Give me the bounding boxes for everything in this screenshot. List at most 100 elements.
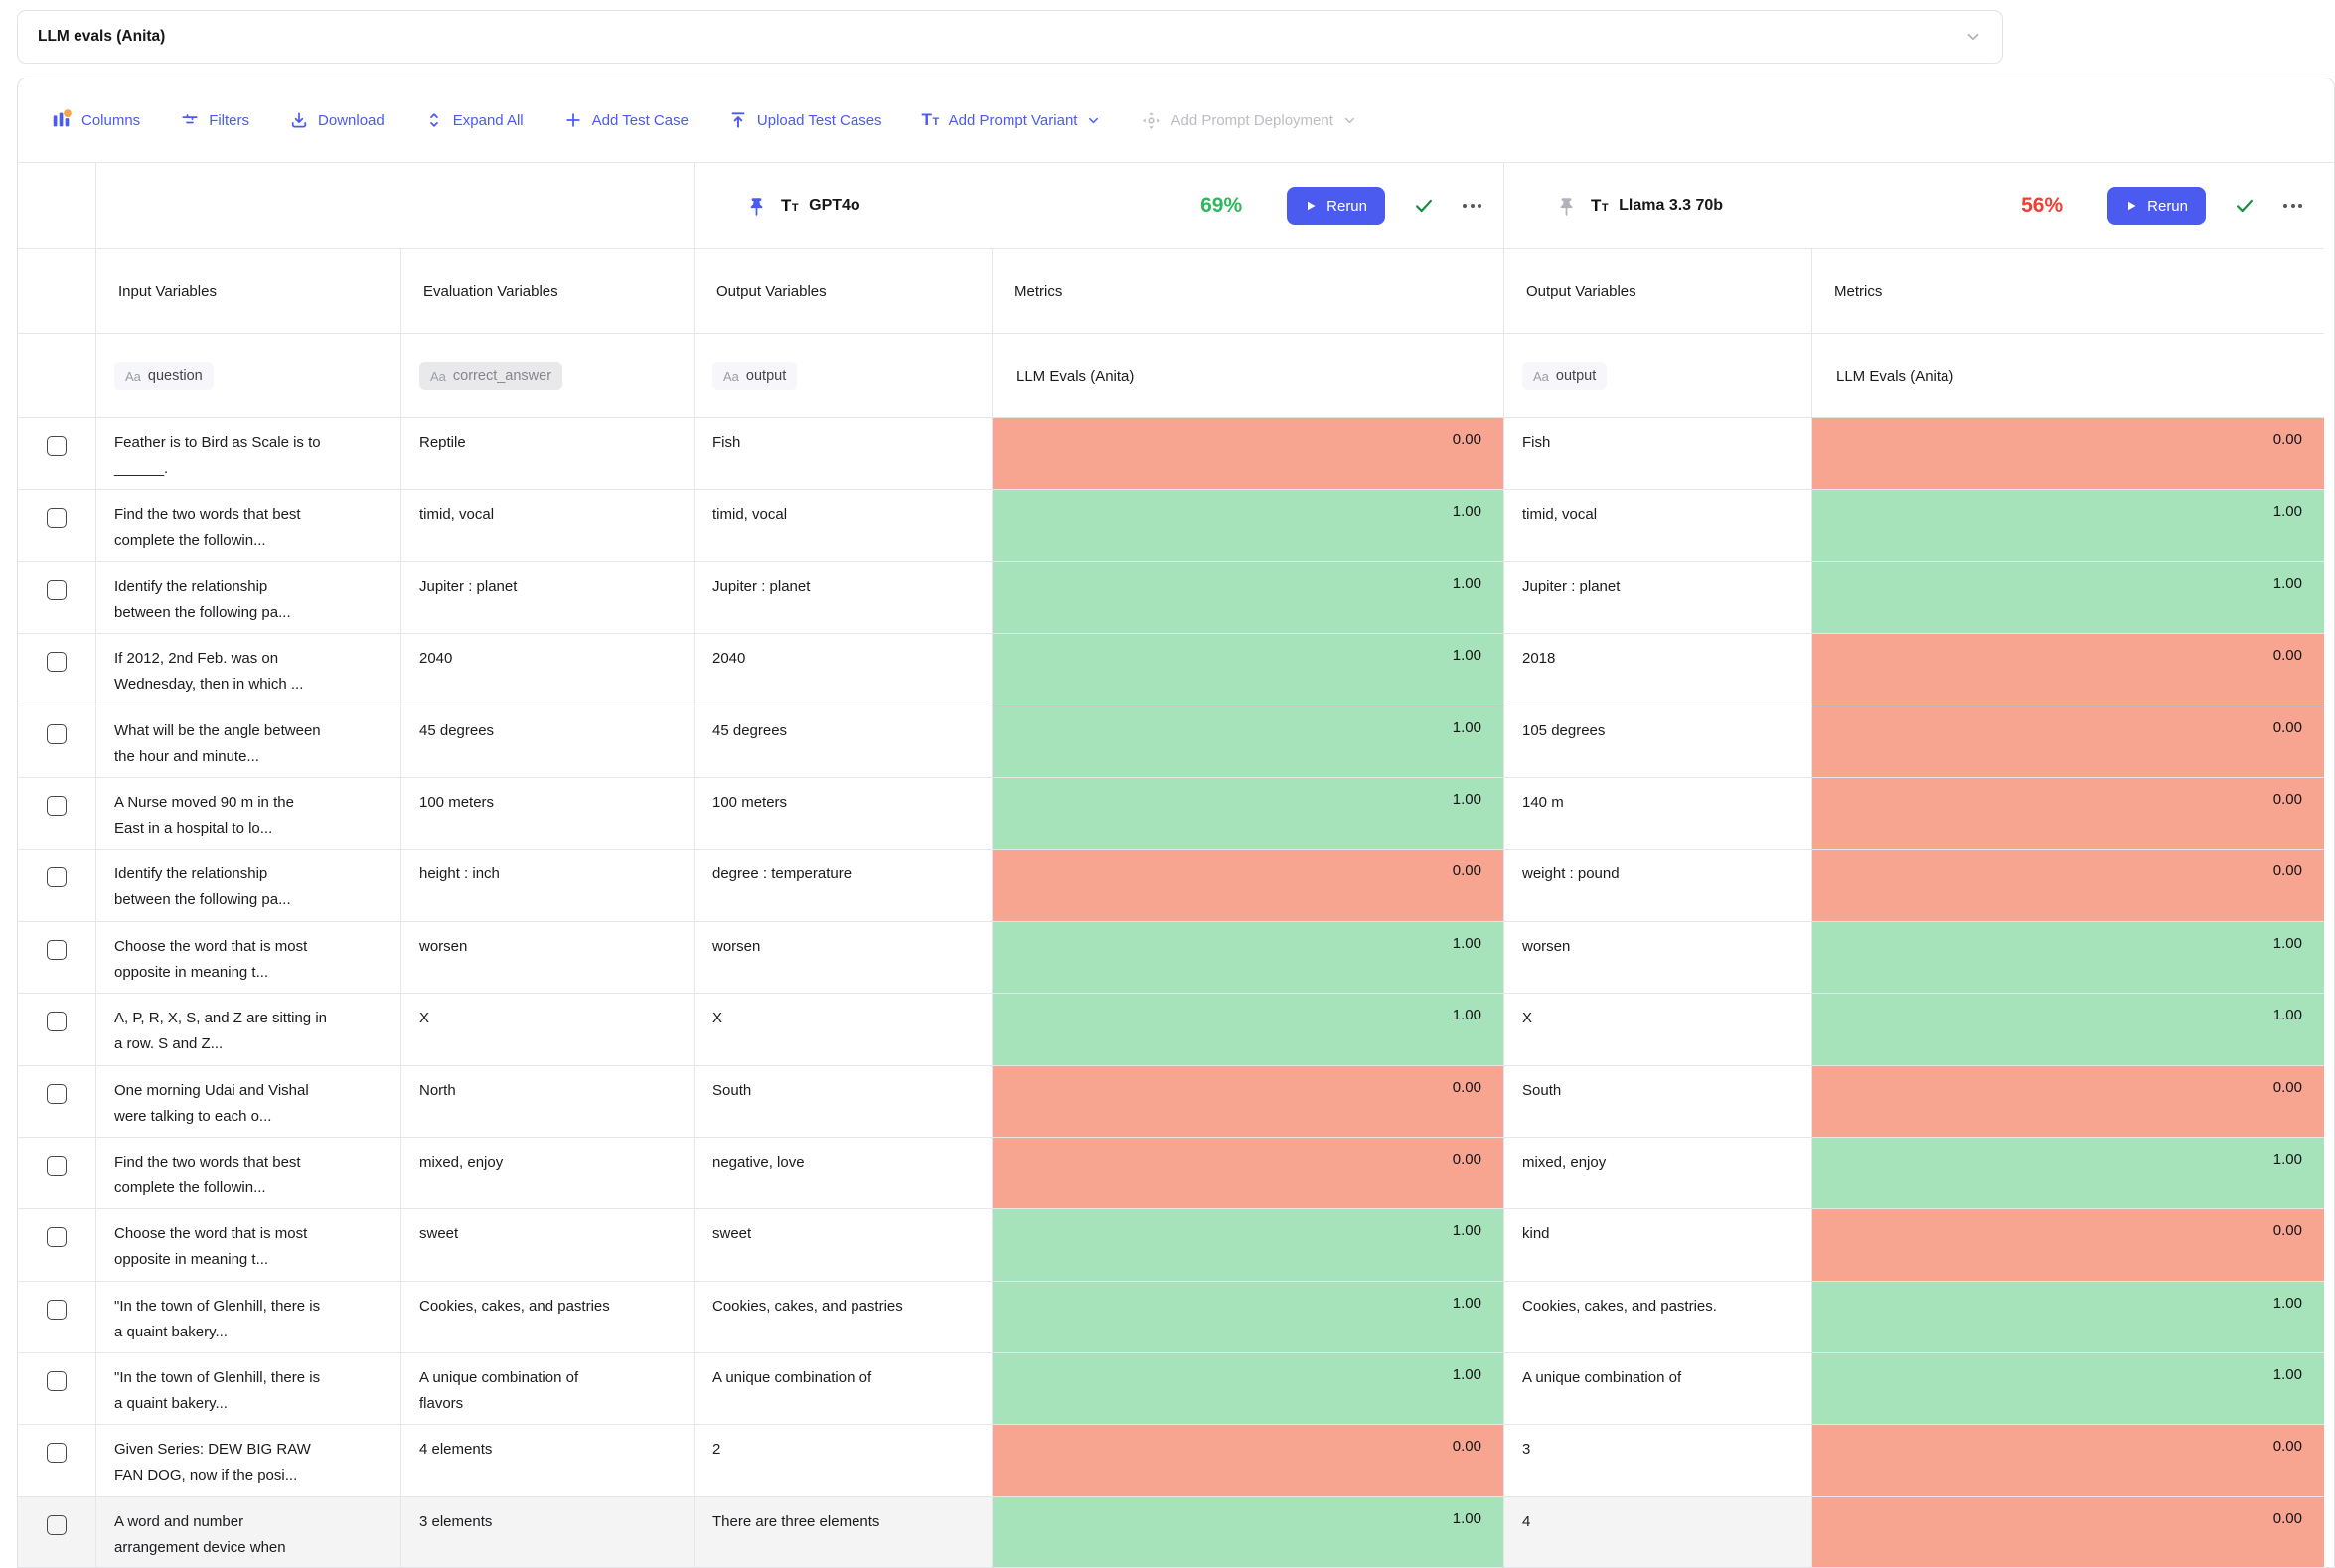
add-prompt-variant-button[interactable]: TT Add Prompt Variant xyxy=(922,110,1102,130)
cell-correct-answer: North xyxy=(400,1065,694,1137)
cell-output-llama: 4 xyxy=(1503,1496,1811,1567)
cell-output-gpt4o: worsen xyxy=(694,921,992,994)
cell-metric-llama: 1.00 xyxy=(1811,994,2324,1065)
field-tag-correct-answer[interactable]: Aa correct_answer xyxy=(419,362,563,390)
cell-question: "In the town of Glenhill, there is a qua… xyxy=(95,1281,400,1353)
row-checkbox[interactable] xyxy=(47,723,67,744)
eval-set-select[interactable]: LLM evals (Anita) xyxy=(17,10,2003,64)
row-checkbox[interactable] xyxy=(47,1371,67,1392)
filters-button[interactable]: Filters xyxy=(180,110,249,130)
header-metrics-gpt4o: Metrics xyxy=(992,249,1503,333)
row-checkbox[interactable] xyxy=(47,795,67,816)
table-row: A word and number arrangement device whe… xyxy=(18,1496,2324,1567)
row-checkbox[interactable] xyxy=(47,508,67,529)
more-options-icon[interactable] xyxy=(1463,204,1481,208)
cell-metric-llama: 0.00 xyxy=(1811,777,2324,850)
row-select-cell xyxy=(18,778,95,849)
upload-test-cases-label: Upload Test Cases xyxy=(756,111,882,129)
rerun-button-gpt4o[interactable]: Rerun xyxy=(1287,187,1385,225)
row-select-cell xyxy=(18,850,95,920)
field-tag-output[interactable]: Aa output xyxy=(1522,362,1608,390)
row-checkbox[interactable] xyxy=(47,1012,67,1032)
download-button[interactable]: Download xyxy=(289,110,385,130)
field-tag-output[interactable]: Aa output xyxy=(712,362,798,390)
row-select-cell xyxy=(18,706,95,777)
row-checkbox[interactable] xyxy=(47,939,67,960)
model-name: GPT4o xyxy=(809,197,860,214)
column-header-row: Input Variables Evaluation Variables Out… xyxy=(18,249,2324,334)
pin-icon[interactable] xyxy=(746,196,767,217)
cell-output-gpt4o: timid, vocal xyxy=(694,490,992,561)
model-score: 56% xyxy=(2021,194,2064,217)
row-checkbox[interactable] xyxy=(47,1083,67,1104)
field-question-cell: Aa question xyxy=(95,334,400,417)
cell-output-llama: X xyxy=(1503,994,1811,1065)
cell-output-gpt4o: 2 xyxy=(694,1425,992,1496)
header-metrics-llama: Metrics xyxy=(1811,249,2324,333)
cell-output-gpt4o: sweet xyxy=(694,1209,992,1281)
cell-metric-gpt4o: 1.00 xyxy=(992,994,1503,1065)
cell-question: Choose the word that is most opposite in… xyxy=(95,1209,400,1281)
upload-test-cases-button[interactable]: Upload Test Cases xyxy=(728,110,882,130)
cell-correct-answer: worsen xyxy=(400,921,694,994)
rerun-button-llama[interactable]: Rerun xyxy=(2107,187,2206,225)
field-tag-question[interactable]: Aa question xyxy=(114,362,214,390)
cell-question: A word and number arrangement device whe… xyxy=(95,1496,400,1567)
cell-output-gpt4o: negative, love xyxy=(694,1137,992,1209)
cell-metric-gpt4o: 0.00 xyxy=(992,1065,1503,1137)
cell-output-gpt4o: X xyxy=(694,994,992,1065)
field-tag-label: correct_answer xyxy=(452,368,552,384)
cell-metric-llama: 0.00 xyxy=(1811,1209,2324,1281)
columns-button[interactable]: Columns xyxy=(51,109,140,131)
row-checkbox[interactable] xyxy=(47,1514,67,1535)
table-body: Feather is to Bird as Scale is to ______… xyxy=(18,418,2324,1567)
row-checkbox[interactable] xyxy=(47,579,67,600)
plus-icon xyxy=(563,110,583,130)
cell-metric-gpt4o: 1.00 xyxy=(992,777,1503,850)
cell-correct-answer: X xyxy=(400,994,694,1065)
cell-metric-llama: 0.00 xyxy=(1811,1496,2324,1567)
cell-question: What will be the angle between the hour … xyxy=(95,706,400,777)
cell-question: A Nurse moved 90 m in the East in a hosp… xyxy=(95,777,400,850)
table-row: If 2012, 2nd Feb. was on Wednesday, then… xyxy=(18,634,2324,706)
field-tag-label: output xyxy=(745,368,787,384)
row-select-cell xyxy=(18,490,95,560)
row-checkbox[interactable] xyxy=(47,1299,67,1320)
expand-all-button[interactable]: Expand All xyxy=(424,110,524,130)
more-options-icon[interactable] xyxy=(2283,204,2302,208)
header-input-variables: Input Variables xyxy=(95,249,400,333)
field-metric-cell-llama: LLM Evals (Anita) xyxy=(1811,334,2324,417)
upload-icon xyxy=(728,110,748,130)
row-select-cell xyxy=(18,1282,95,1352)
model-header-spacer xyxy=(95,163,694,248)
table-row: A Nurse moved 90 m in the East in a hosp… xyxy=(18,777,2324,851)
add-test-case-button[interactable]: Add Test Case xyxy=(563,110,689,130)
cell-output-llama: worsen xyxy=(1503,921,1811,994)
evals-card: Columns Filters Download xyxy=(17,78,2335,1568)
cell-output-gpt4o: There are three elements xyxy=(694,1496,992,1567)
row-checkbox[interactable] xyxy=(47,867,67,888)
cell-metric-gpt4o: 1.00 xyxy=(992,706,1503,777)
table-row: One morning Udai and Vishal were talking… xyxy=(18,1065,2324,1138)
check-icon[interactable] xyxy=(1413,195,1435,217)
deployment-icon xyxy=(1141,110,1162,131)
cell-output-gpt4o: South xyxy=(694,1065,992,1137)
cell-output-llama: 140 m xyxy=(1503,777,1811,850)
row-checkbox[interactable] xyxy=(47,1227,67,1248)
row-checkbox[interactable] xyxy=(47,652,67,673)
add-prompt-deployment-label: Add Prompt Deployment xyxy=(1170,111,1333,129)
table-row: A, P, R, X, S, and Z are sitting in a ro… xyxy=(18,994,2324,1066)
field-metric-cell-gpt4o: LLM Evals (Anita) xyxy=(992,334,1503,417)
row-checkbox[interactable] xyxy=(47,436,67,456)
field-tag-label: output xyxy=(1555,368,1597,384)
add-prompt-deployment-button[interactable]: Add Prompt Deployment xyxy=(1141,110,1356,131)
play-icon xyxy=(2125,200,2137,212)
row-checkbox[interactable] xyxy=(47,1155,67,1176)
check-icon[interactable] xyxy=(2234,195,2256,217)
model-header-row: TT GPT4o 69% Rerun xyxy=(18,163,2324,249)
model-header-llama: TT Llama 3.3 70b 56% Rerun xyxy=(1503,163,2324,248)
pin-icon[interactable] xyxy=(1556,196,1577,217)
cell-metric-llama: 1.00 xyxy=(1811,1137,2324,1209)
download-icon xyxy=(289,110,309,130)
row-checkbox[interactable] xyxy=(47,1443,67,1464)
